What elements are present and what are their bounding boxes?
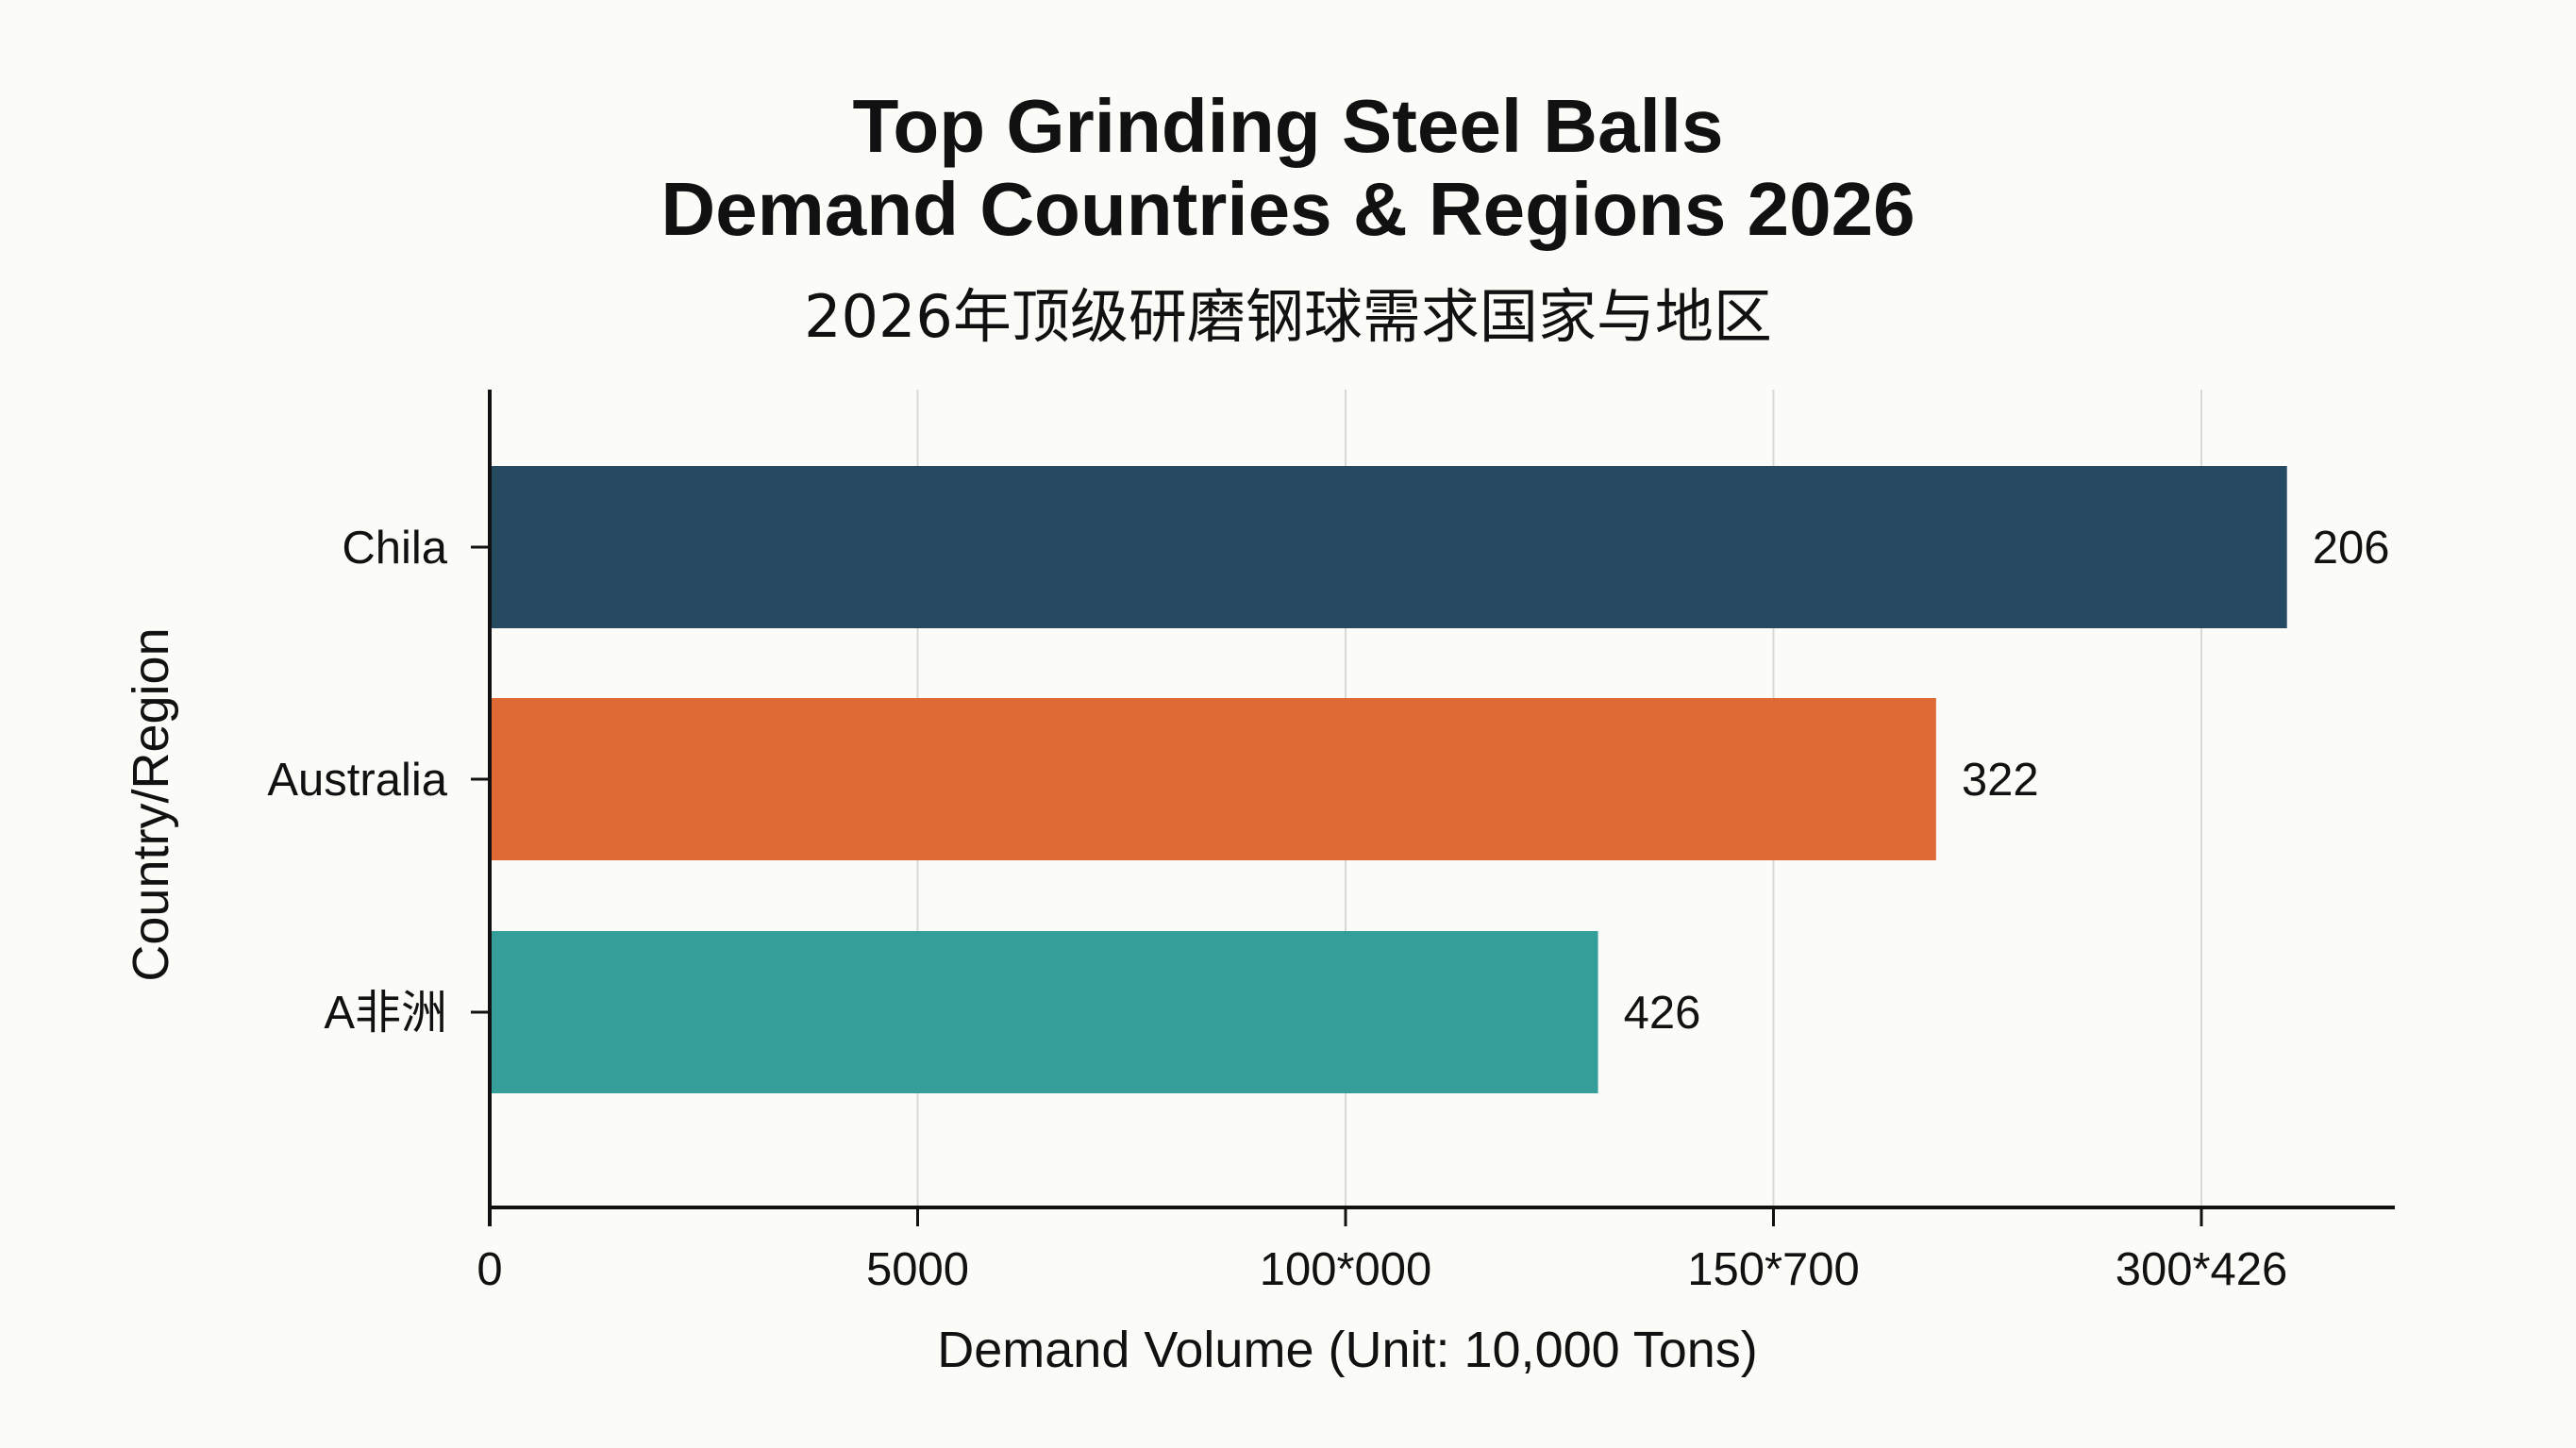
x-tick-label: 5000 xyxy=(866,1244,969,1295)
x-axis-title: Demand Volume (Unit: 10,000 Tons) xyxy=(937,1322,1757,1378)
category-label: Chila xyxy=(342,523,447,574)
bar-2 xyxy=(490,931,1598,1093)
category-label: A非洲 xyxy=(324,988,447,1039)
value-label: 206 xyxy=(2313,523,2390,574)
x-tick-label: 0 xyxy=(477,1244,502,1295)
x-tick-label: 150*700 xyxy=(1687,1244,1860,1295)
bar-1 xyxy=(490,698,1936,860)
value-label: 426 xyxy=(1624,988,1701,1039)
chart-title-line-1: Top Grinding Steel Balls xyxy=(852,84,1724,168)
y-axis-title: Country/Region xyxy=(123,627,179,981)
category-label: Australia xyxy=(267,755,447,806)
bar-0 xyxy=(490,466,2287,628)
x-tick-label: 300*426 xyxy=(2116,1244,2288,1295)
chart-title-line-2: Demand Countries & Regions 2026 xyxy=(661,167,1915,251)
value-label: 322 xyxy=(1962,755,2039,806)
chart-subtitle: 2026年顶级研磨钢球需求国家与地区 xyxy=(804,282,1772,351)
x-tick-label: 100*000 xyxy=(1260,1244,1432,1295)
